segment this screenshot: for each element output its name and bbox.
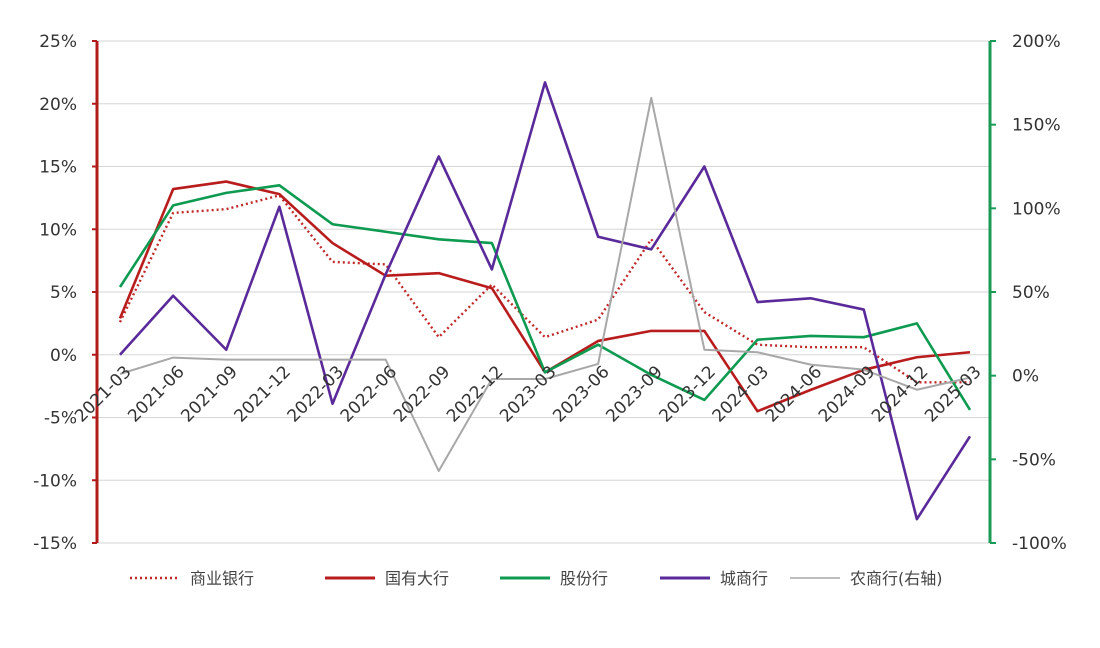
x-tick-label: 2025-03 [921,362,985,426]
left-tick-label: 25% [39,32,77,52]
x-tick-label: 2021-03 [71,362,135,426]
legend-label: 商业银行 [190,569,254,588]
x-tick-label: 2022-03 [284,362,348,426]
left-tick-label: 15% [39,158,77,178]
right-tick-label: 150% [1012,116,1061,136]
left-tick-label: -15% [33,534,77,554]
x-tick-label: 2021-06 [124,362,188,426]
x-tick-label: 2024-09 [815,362,879,426]
x-tick-label: 2024-12 [868,362,932,426]
left-tick-label: 20% [39,95,77,115]
x-tick-label: 2022-12 [443,362,507,426]
legend-label: 城商行 [720,569,768,588]
right-tick-label: 0% [1012,367,1039,387]
right-tick-label: -100% [1012,534,1067,554]
legend-label: 国有大行 [385,569,449,588]
x-tick-label: 2021-12 [231,362,295,426]
left-tick-label: 5% [50,283,77,303]
right-tick-label: -50% [1012,450,1056,470]
x-tick-label: 2024-03 [709,362,773,426]
x-tick-label: 2023-03 [496,362,560,426]
x-tick-label: 2024-06 [762,362,826,426]
left-tick-label: -5% [44,409,77,429]
right-tick-label: 100% [1012,199,1061,219]
x-tick-label: 2023-09 [602,362,666,426]
series-line-2 [118,184,972,411]
x-tick-label: 2022-09 [390,362,454,426]
left-tick-label: 0% [50,346,77,366]
x-tick-label: 2021-09 [177,362,241,426]
x-tick-label: 2023-06 [549,362,613,426]
series-line-3 [119,81,972,521]
legend-label: 股份行 [560,569,608,588]
right-tick-label: 50% [1012,283,1050,303]
legend-label: 农商行(右轴) [850,569,943,588]
right-tick-label: 200% [1012,32,1061,52]
series-line-0 [118,194,970,384]
left-tick-label: -10% [33,471,77,491]
left-tick-label: 10% [39,220,77,240]
series-line-4 [119,96,971,473]
